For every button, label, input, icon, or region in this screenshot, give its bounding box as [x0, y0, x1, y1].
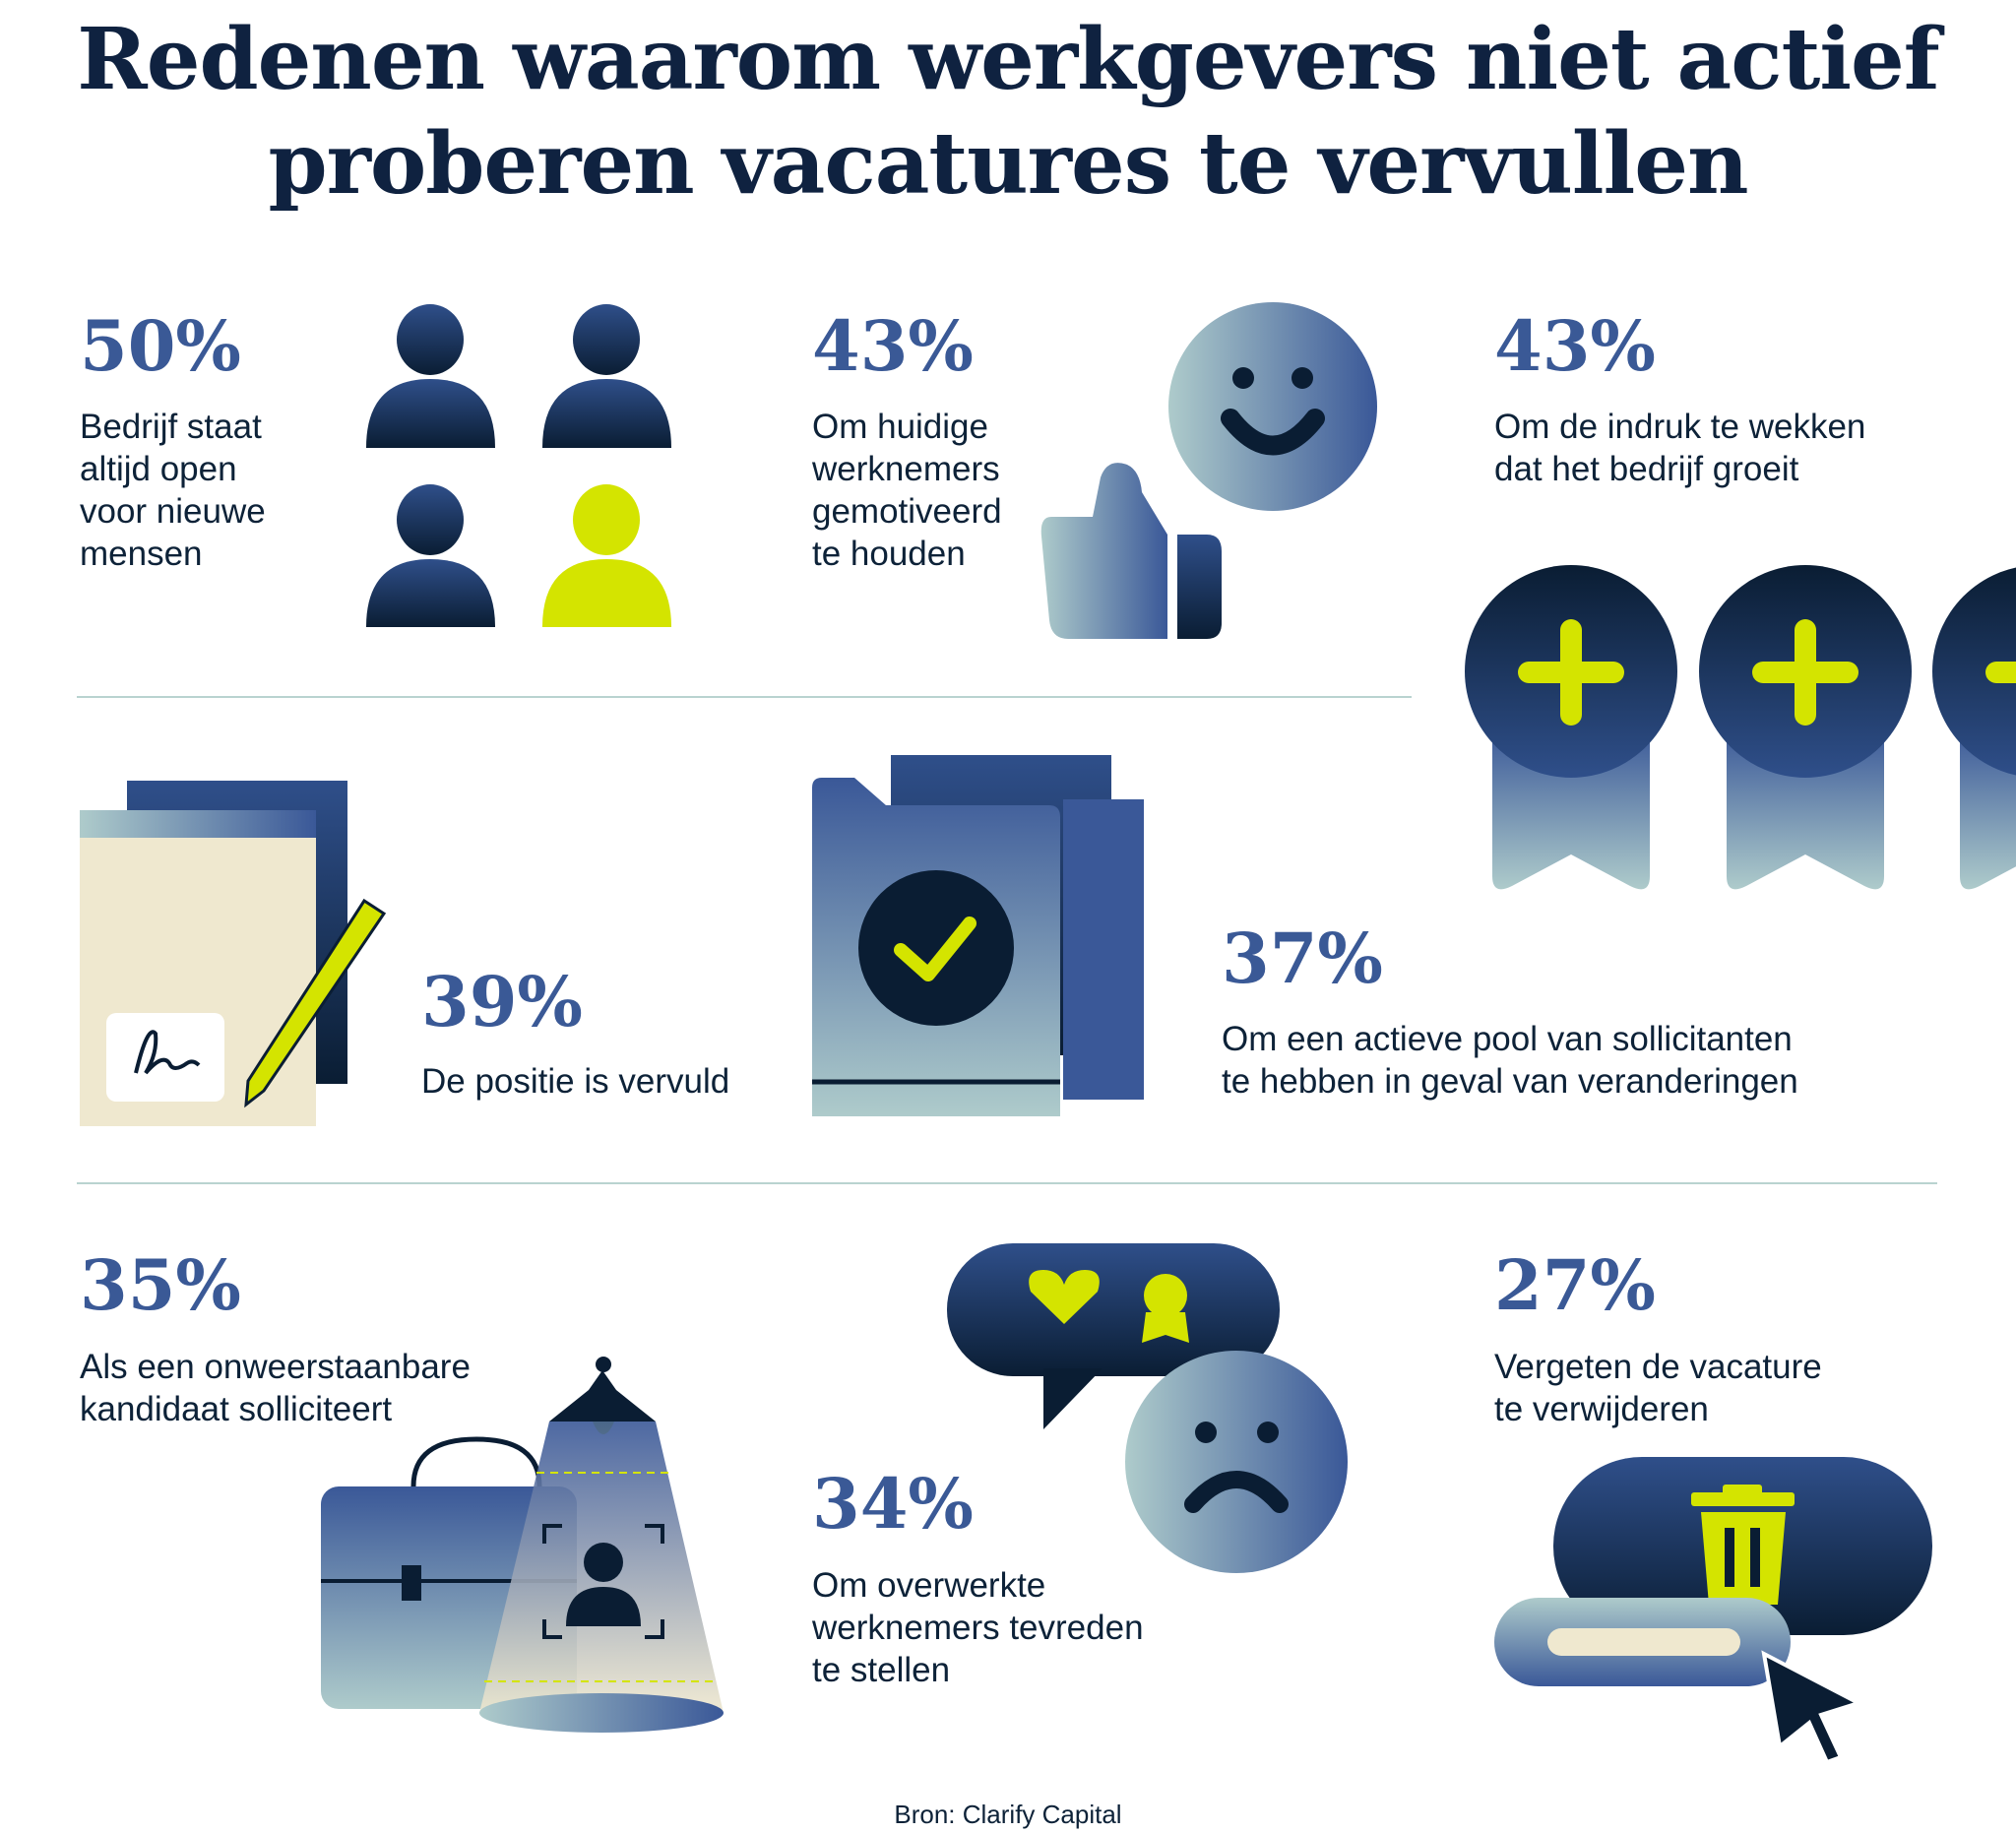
stat-value: 35% [80, 1244, 241, 1326]
stat-value: 37% [1222, 917, 1383, 999]
stat-description: Om een actieve pool van sollicitanten te… [1222, 1020, 1798, 1101]
signed-document-icon [80, 781, 387, 1126]
stat-value: 43% [1494, 305, 1656, 387]
stat-value: 50% [80, 305, 241, 387]
people-icon [366, 304, 671, 627]
title-line-2: proberen vacatures te vervullen [268, 114, 1748, 214]
stat-description: Bedrijf staat altijd open voor nieuwe me… [80, 408, 266, 573]
stat-value: 39% [421, 961, 583, 1043]
stat-value: 43% [812, 305, 974, 387]
title-line-1: Redenen waarom werkgevers niet actief [77, 10, 1939, 109]
stat-description: Als een onweerstaanbare kandidaat sollic… [80, 1348, 471, 1428]
stat-value: 34% [812, 1463, 974, 1545]
chat-sad-face-icon [947, 1243, 1348, 1573]
stat-description: De positie is vervuld [421, 1062, 730, 1101]
source-note: Bron: Clarify Capital [894, 1800, 1122, 1829]
stat-description: Om overwerkte werknemers tevreden te ste… [812, 1566, 1144, 1689]
smiley-thumbs-up-icon [1040, 302, 1377, 639]
stat-description: Om de indruk te wekken dat het bedrijf g… [1494, 408, 1866, 488]
stat-description: Vergeten de vacature te verwijderen [1494, 1348, 1822, 1428]
trash-button-cursor-icon [1494, 1457, 1932, 1765]
page-title: Redenen waarom werkgevers niet actief pr… [0, 8, 2016, 217]
briefcase-spotlight-icon [321, 1357, 724, 1733]
plus-medals-icon [1465, 565, 2016, 890]
stat-description: Om huidige werknemers gemotiveerd te hou… [812, 408, 1002, 573]
stat-value: 27% [1494, 1244, 1656, 1326]
checked-folder-icon [812, 755, 1144, 1116]
